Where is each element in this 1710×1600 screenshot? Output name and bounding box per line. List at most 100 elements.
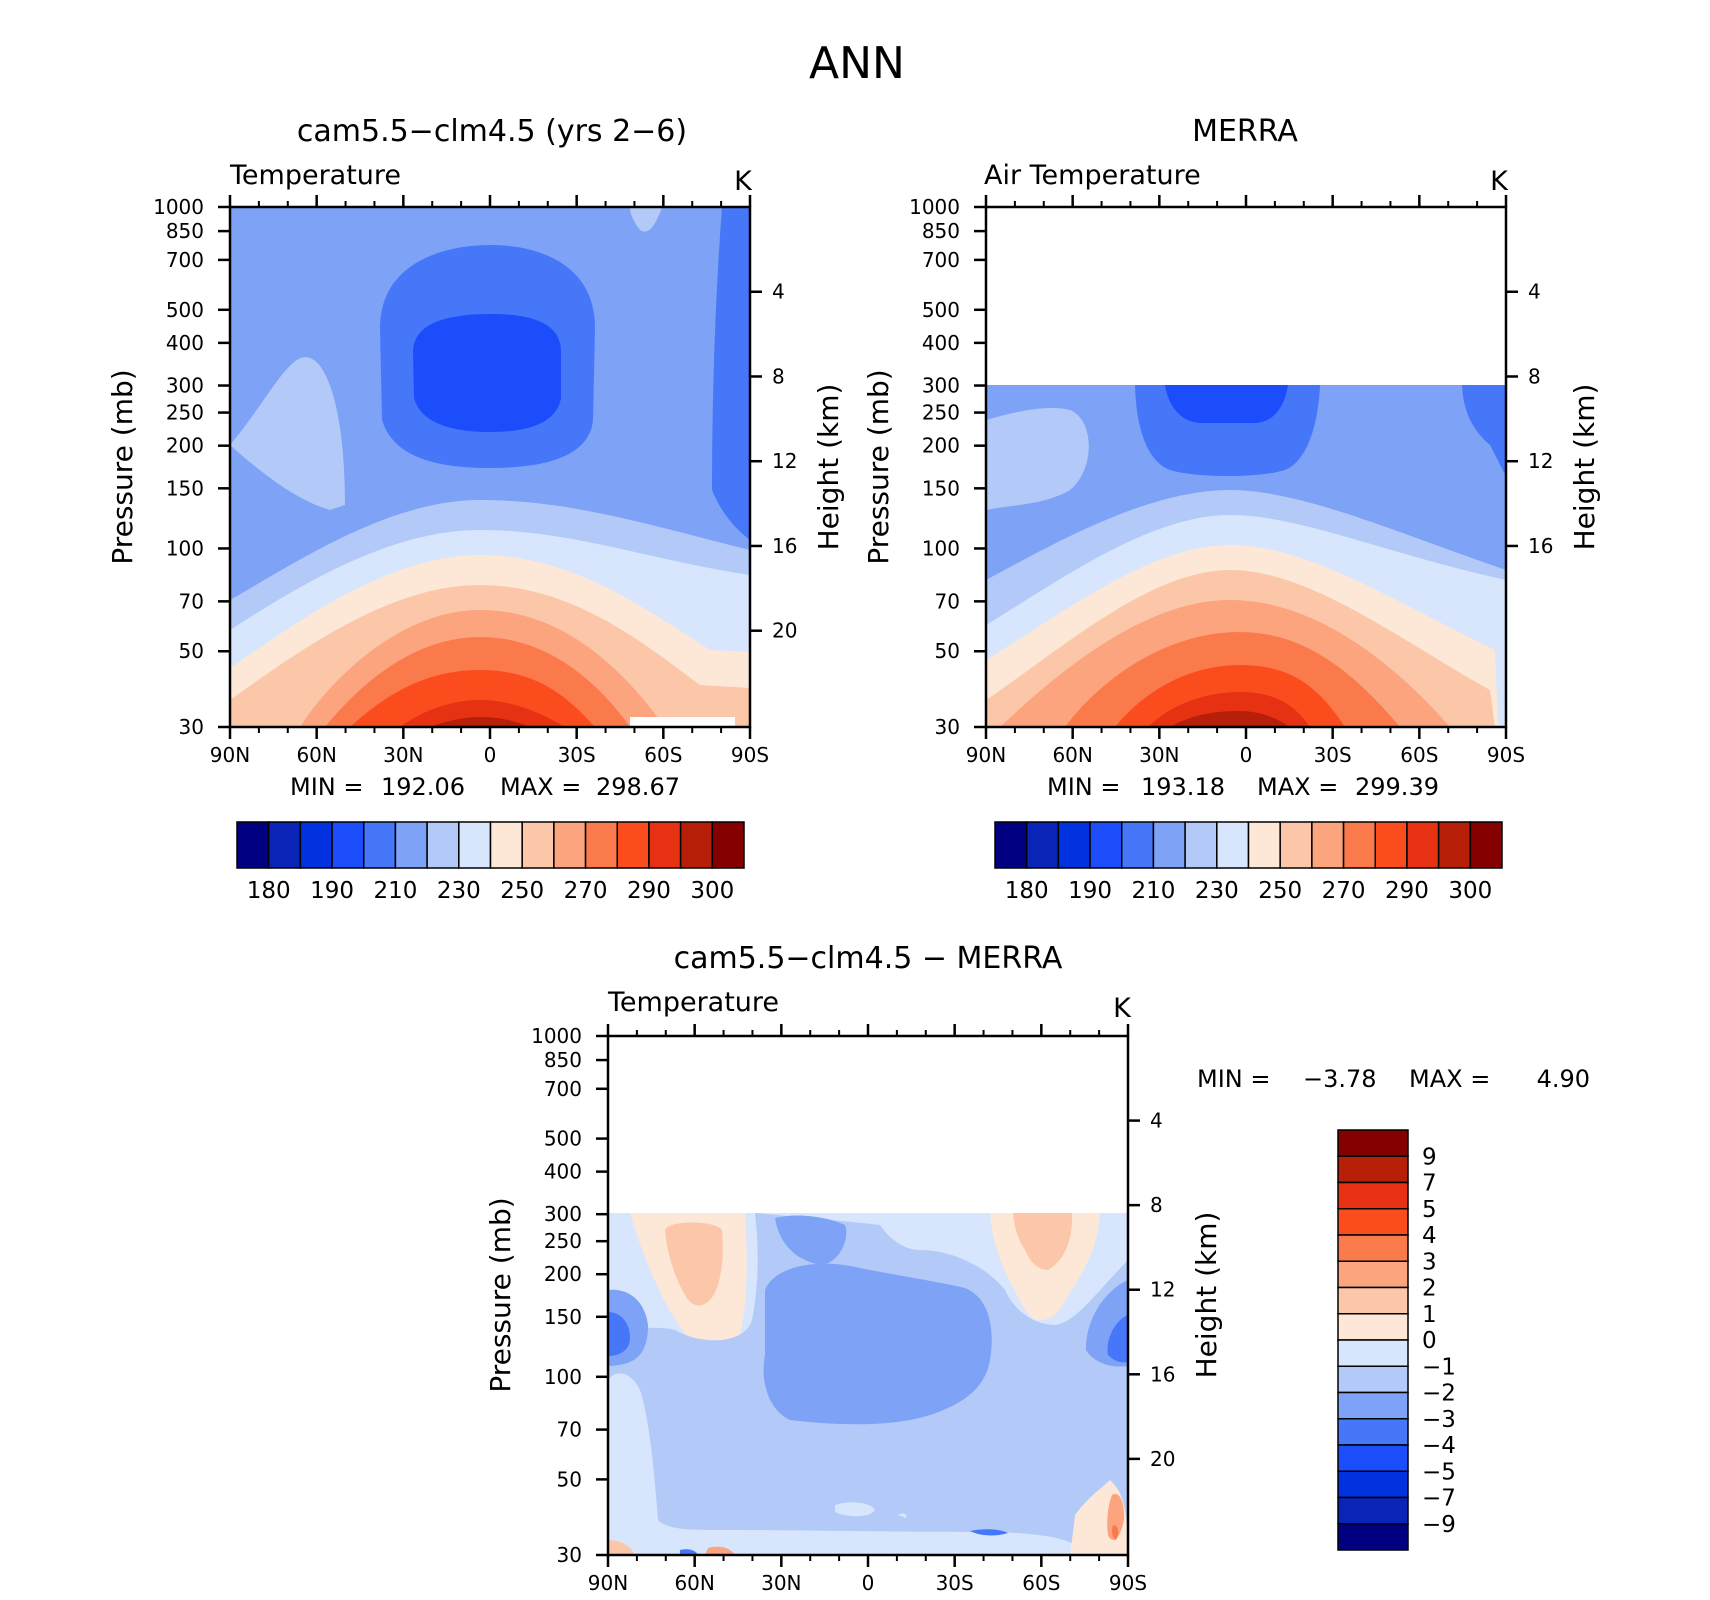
panel-model-max-label: MAX = — [500, 773, 581, 801]
panel-model-min-value: 192.06 — [381, 773, 465, 801]
missing-data-region — [630, 717, 735, 727]
y-tick-label: 30 — [935, 715, 960, 739]
y2-tick-label: 4 — [772, 280, 785, 304]
colorbar-box — [1025, 821, 1060, 869]
contour-band — [608, 1540, 634, 1555]
x-tick-label: 30N — [383, 743, 423, 767]
x-tick-label: 0 — [1240, 743, 1253, 767]
y-tick-label: 250 — [544, 1229, 582, 1253]
x-tick-label: 60N — [296, 743, 336, 767]
y-tick-label: 850 — [166, 219, 204, 243]
colorbar-label: −2 — [1422, 1381, 1456, 1407]
x-tick-label: 90S — [1487, 743, 1525, 767]
y2-tick-label: 8 — [1150, 1193, 1163, 1217]
y-tick-label: 150 — [166, 476, 204, 500]
panel-diff-min-label: MIN = — [1197, 1065, 1270, 1093]
y-tick-label: 300 — [922, 374, 960, 398]
y-tick-label: 700 — [922, 248, 960, 272]
colorbar-label: 270 — [1322, 878, 1366, 904]
y-tick-label: 50 — [179, 639, 204, 663]
y-tick-label: 300 — [166, 374, 204, 398]
plot-frame: 90N 60N 30N 0 30S 60S 90S 30 50 70 100 150 200 250 300… — [909, 195, 1553, 767]
colorbar-box — [1374, 821, 1408, 869]
contour-band — [1107, 1493, 1125, 1540]
colorbar-label: 4 — [1422, 1223, 1437, 1249]
panel-diff-units: K — [1113, 993, 1132, 1024]
panel-merra-left-string: Air Temperature — [984, 160, 1201, 191]
colorbar-label: 230 — [437, 878, 481, 904]
contour-band — [705, 1546, 735, 1555]
panel-model-fields — [230, 207, 750, 727]
panel-model-max-value: 298.67 — [596, 773, 680, 801]
plot-frame: 90N 60N 30N 0 30S 60S 90S 30 50 70 100 150 200 250 300… — [153, 195, 797, 767]
colorbar-label: −3 — [1422, 1407, 1456, 1433]
colorbar-label: 0 — [1422, 1328, 1437, 1354]
x-tick-label: 60N — [674, 1571, 714, 1595]
colorbar-box — [1437, 821, 1472, 869]
colorbar-box — [236, 821, 270, 869]
x-tick-label: 60N — [1052, 743, 1092, 767]
x-tick-label: 60S — [644, 743, 682, 767]
colorbar-label: −9 — [1422, 1512, 1456, 1538]
colorbar-box — [553, 821, 587, 869]
colorbar-model: 180 190 210 230 250 270 290 300 — [236, 821, 745, 904]
colorbar-label: 250 — [500, 878, 544, 904]
colorbar-label: 230 — [1195, 878, 1239, 904]
y-tick-label: 250 — [922, 401, 960, 425]
colorbar-box — [363, 821, 397, 869]
contour-band — [775, 1215, 847, 1265]
x-tick-label: 90S — [731, 743, 769, 767]
colorbar-box — [1337, 1234, 1409, 1262]
contour-band — [1013, 1213, 1073, 1270]
y-tick-label: 500 — [544, 1127, 582, 1151]
panel-diff-fields — [608, 1036, 1128, 1555]
colorbar-box — [1406, 821, 1440, 869]
colorbar-label: 3 — [1422, 1249, 1437, 1275]
y2-tick-label: 20 — [1150, 1447, 1175, 1471]
y2-tick-label: 16 — [772, 534, 797, 558]
x-tick-label: 90N — [966, 743, 1006, 767]
y-tick-label: 850 — [922, 219, 960, 243]
y-tick-label: 850 — [544, 1048, 582, 1072]
y-tick-label: 200 — [166, 434, 204, 458]
y2-tick-label: 4 — [1150, 1109, 1163, 1133]
colorbar-label: 180 — [247, 878, 291, 904]
panel-model-left-string: Temperature — [229, 160, 401, 191]
panel-merra-title: MERRA — [1192, 114, 1298, 149]
panel-diff-max-label: MAX = — [1409, 1065, 1490, 1093]
y-tick-label: 70 — [935, 589, 960, 613]
x-tick-label: 0 — [862, 1571, 875, 1595]
y2-tick-label: 20 — [772, 619, 797, 643]
colorbar-box — [1121, 821, 1155, 869]
plot-border — [606, 1034, 1130, 1557]
panel-merra-max-label: MAX = — [1257, 773, 1338, 801]
colorbar-box — [267, 821, 302, 869]
colorbar-label: −7 — [1422, 1486, 1456, 1512]
colorbar-box — [1337, 1129, 1409, 1157]
colorbar-box — [1337, 1418, 1409, 1446]
panel-merra-max-value: 299.39 — [1355, 773, 1439, 801]
colorbar-box — [1279, 821, 1313, 869]
y-tick-label: 1000 — [531, 1024, 582, 1048]
contour-band — [712, 207, 750, 540]
contour-band — [986, 408, 1089, 510]
colorbar-box — [1057, 821, 1091, 869]
y-tick-label: 500 — [166, 298, 204, 322]
colorbar-box — [679, 821, 714, 869]
panel-diff-left-string: Temperature — [607, 987, 779, 1018]
y-tick-label: 30 — [179, 715, 204, 739]
colorbar-box — [1337, 1208, 1409, 1236]
plot-border — [228, 205, 752, 729]
colorbar-merra: 180 190 210 230 250 270 290 300 — [994, 821, 1503, 904]
y-tick-label: 200 — [922, 434, 960, 458]
colorbar-box — [616, 821, 650, 869]
contour-band — [1107, 1315, 1128, 1363]
panel-model-min-label: MIN = — [290, 773, 363, 801]
y2-tick-label: 16 — [1528, 534, 1553, 558]
x-tick-label: 30S — [558, 743, 596, 767]
y-tick-label: 1000 — [909, 195, 960, 219]
contour-band — [400, 700, 565, 727]
colorbar-box — [1152, 821, 1186, 869]
